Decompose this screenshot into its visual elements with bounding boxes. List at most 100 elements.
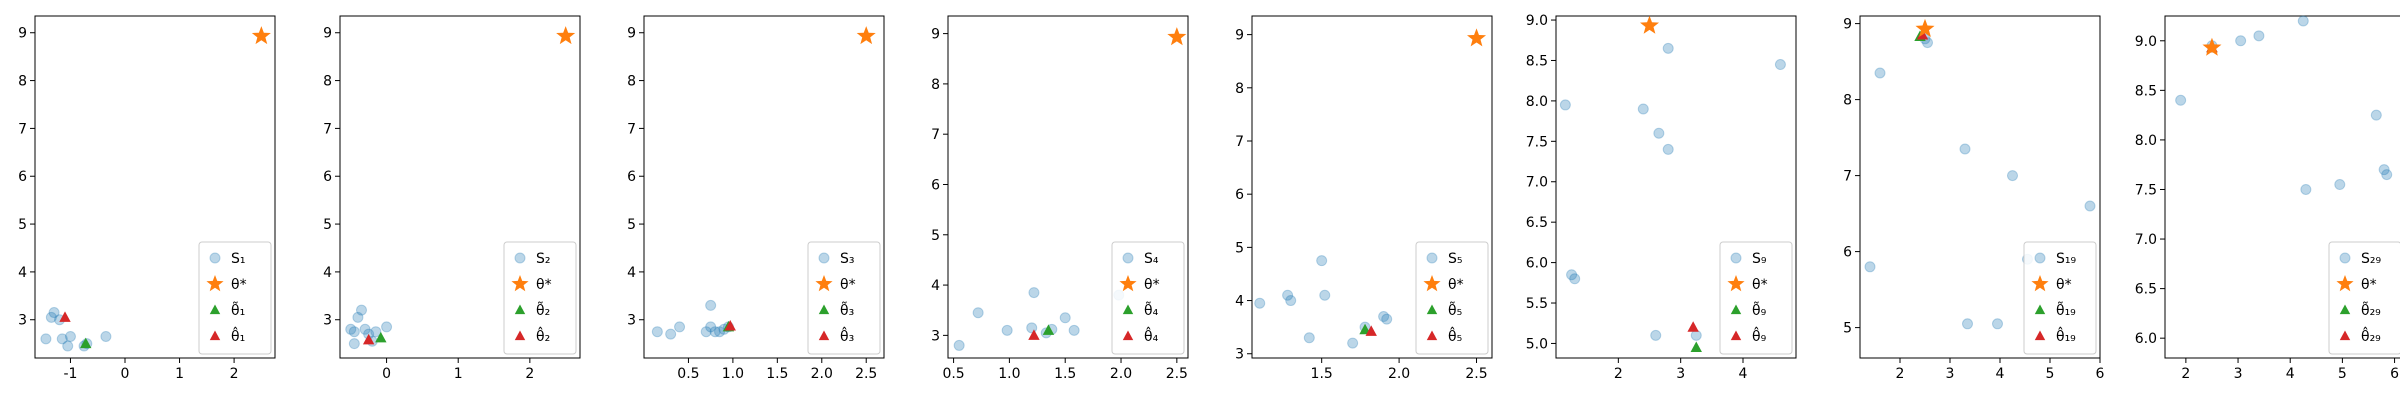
theta-star-marker xyxy=(856,26,876,45)
x-tick-label: 5 xyxy=(2046,366,2055,382)
theta-tilde-marker xyxy=(80,337,92,349)
legend-box xyxy=(1415,241,1489,355)
legend-marker-theta-hat xyxy=(2034,330,2046,341)
x-tick-label: 2 xyxy=(1896,366,1905,382)
y-tick-label: 5.0 xyxy=(1526,336,1548,352)
y-tick-label: 3 xyxy=(1235,347,1244,363)
sample-point xyxy=(345,323,357,335)
legend-label-theta-tilde: θ̃₁ xyxy=(231,301,245,319)
sample-point xyxy=(1381,313,1393,325)
legend-label-theta-tilde: θ̃₅ xyxy=(1448,301,1462,319)
y-tick-label: 4 xyxy=(18,265,27,281)
sample-point xyxy=(1378,311,1390,323)
legend-label-theta-star: θ* xyxy=(1448,277,1464,293)
x-tick-label: 1.0 xyxy=(998,366,1020,382)
y-tick-label: 9 xyxy=(323,26,332,42)
legend-marker-theta-tilde xyxy=(1426,304,1438,315)
sample-point xyxy=(1285,295,1297,307)
legend-label-samples: S₄ xyxy=(1144,251,1159,267)
x-tick-label: 2 xyxy=(2181,366,2190,382)
sample-point xyxy=(62,340,74,352)
x-tick-label: 5 xyxy=(2338,366,2347,382)
legend-marker-theta-tilde xyxy=(2034,304,2046,315)
legend: S₁₉ θ* θ̃₁₉ θ̂₁₉ xyxy=(2023,241,2097,355)
legend-marker-theta-tilde xyxy=(1730,304,1742,315)
sample-point xyxy=(355,304,367,316)
legend-box xyxy=(2023,241,2097,355)
sample-point xyxy=(1059,312,1071,324)
legend-marker-theta-hat xyxy=(2339,330,2351,341)
sample-point xyxy=(48,307,60,319)
legend-label-theta-tilde: θ̃₁₉ xyxy=(2056,301,2076,319)
legend-box xyxy=(807,241,881,355)
sample-point xyxy=(1959,143,1971,155)
subplot-4: 0.5 1.0 1.5 2.0 2.5 3 4 5 6 7 8 9 S₄ θ* θ̃₄ θ̂₄ xyxy=(931,15,1189,382)
y-tick-label: 8.5 xyxy=(1526,53,1548,69)
sample-point xyxy=(1282,289,1294,301)
y-tick-label: 7 xyxy=(18,121,27,137)
x-tick-label: 0 xyxy=(121,366,130,382)
legend-marker-theta-star xyxy=(511,275,529,292)
legend-box xyxy=(1719,241,1793,355)
y-tick-label: 7 xyxy=(627,121,636,137)
y-tick-label: 9 xyxy=(627,26,636,42)
legend-label-theta-star: θ* xyxy=(1752,277,1768,293)
legend: S₂ θ* θ̃₂ θ̂₂ xyxy=(503,241,577,355)
x-tick-label: 1.5 xyxy=(766,366,788,382)
theta-star-marker xyxy=(1915,18,1935,38)
x-tick-label: 0 xyxy=(382,366,391,382)
sample-point xyxy=(1653,127,1665,139)
legend-marker-theta-hat xyxy=(818,330,830,341)
legend-label-theta-hat: θ̂₁ xyxy=(231,326,245,345)
x-tick-label: 0.5 xyxy=(942,366,964,382)
sample-point xyxy=(1662,143,1674,155)
legend-label-theta-tilde: θ̃₄ xyxy=(1144,301,1159,319)
sample-point xyxy=(40,333,52,345)
sample-point xyxy=(2297,15,2309,27)
legend-label-samples: S₂₉ xyxy=(2361,251,2381,267)
legend-label-samples: S₂ xyxy=(536,251,551,267)
y-tick-label: 8 xyxy=(323,74,332,90)
y-tick-label: 6.5 xyxy=(1526,215,1548,231)
sample-point xyxy=(2084,200,2096,212)
x-tick-label: 2.5 xyxy=(855,366,877,382)
sample-point xyxy=(1319,289,1331,301)
legend-label-theta-hat: θ̂₅ xyxy=(1448,326,1462,345)
legend: S₉ θ* θ̃₉ θ̂₉ xyxy=(1719,241,1793,355)
sample-point xyxy=(1864,261,1876,273)
y-tick-label: 9 xyxy=(1235,28,1244,44)
sample-point xyxy=(1001,324,1013,336)
y-tick-label: 3 xyxy=(627,313,636,329)
sample-point xyxy=(2007,170,2018,182)
y-tick-label: 6.0 xyxy=(1526,256,1548,272)
legend-label-theta-hat: θ̂₉ xyxy=(1752,326,1767,345)
x-tick-label: 4 xyxy=(2286,366,2295,382)
theta-star-marker xyxy=(1640,15,1660,34)
sample-point xyxy=(1992,318,2003,330)
sample-point xyxy=(705,299,717,311)
legend-marker-theta-hat xyxy=(514,330,526,341)
x-tick-label: 6 xyxy=(2096,366,2105,382)
subplot-1: -1 0 1 2 3 4 5 6 7 8 9 S₁ θ* θ̃₁ θ̂₁ xyxy=(18,15,276,382)
legend-label-samples: S₁₉ xyxy=(2056,251,2076,267)
theta-star-marker xyxy=(2202,37,2222,56)
y-tick-label: 6.0 xyxy=(2135,331,2157,347)
legend-marker-samples xyxy=(209,252,221,264)
subplot-5: 1.5 2.0 2.5 3 4 5 6 7 8 9 S₅ θ* θ̃₅ θ̂₅ xyxy=(1235,15,1493,382)
y-tick-label: 8 xyxy=(18,74,27,90)
sample-point xyxy=(953,339,965,351)
sample-point xyxy=(700,326,712,338)
x-tick-label: 6 xyxy=(2390,366,2399,382)
y-tick-label: 9.0 xyxy=(1526,13,1548,29)
legend-marker-samples xyxy=(1122,252,1134,264)
y-tick-label: 7.0 xyxy=(1526,175,1548,191)
y-tick-label: 7 xyxy=(323,121,332,137)
y-tick-label: 4 xyxy=(627,265,636,281)
theta-star-marker xyxy=(251,26,271,45)
legend-box xyxy=(1111,241,1185,355)
y-tick-label: 5 xyxy=(1843,321,1852,337)
legend-label-samples: S₁ xyxy=(231,251,246,267)
legend-box xyxy=(2328,241,2400,355)
subplot-2: 0 1 2 3 4 5 6 7 8 9 S₂ θ* θ̃₂ θ̂₂ xyxy=(323,15,581,382)
